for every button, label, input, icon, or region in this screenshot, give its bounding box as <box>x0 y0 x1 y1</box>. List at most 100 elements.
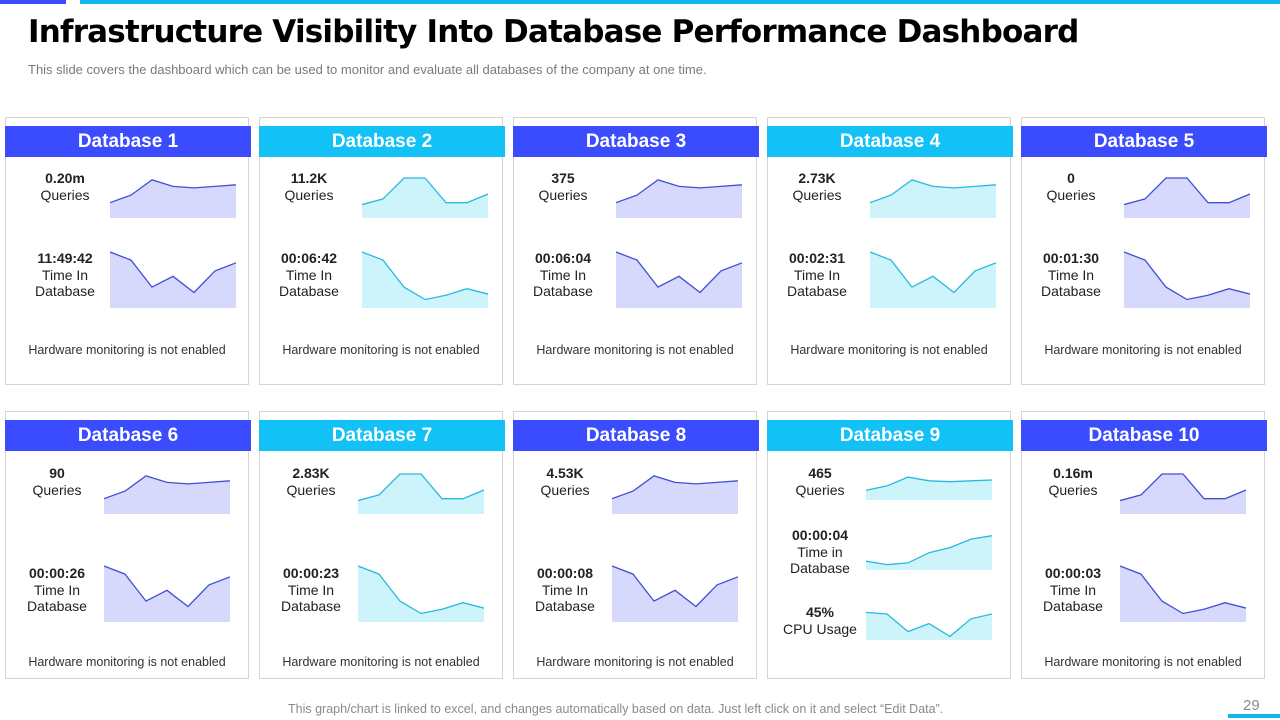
time-label-line-1: Time In <box>1049 581 1097 598</box>
card-title: Database 8 <box>513 420 759 451</box>
hardware-monitoring-note: Hardware monitoring is not enabled <box>536 343 734 357</box>
queries-metric: 465 Queries <box>775 465 865 498</box>
queries-label: Queries <box>795 481 845 498</box>
page-title: Infrastructure Visibility Into Database … <box>28 14 1079 50</box>
cpu-value: 45% <box>805 604 835 620</box>
hardware-monitoring-note: Hardware monitoring is not enabled <box>282 655 480 669</box>
time-label-line-1: Time In <box>793 266 841 283</box>
sparkline-area <box>362 252 488 308</box>
queries-metric: 375 Queries <box>518 170 608 203</box>
time-label-line-2: Database <box>790 560 850 576</box>
time-label-line-1: Time in <box>797 543 843 560</box>
queries-label: Queries <box>286 481 336 498</box>
queries-sparkline <box>866 476 992 500</box>
card-title: Database 4 <box>767 126 1013 157</box>
database-card-4[interactable]: Database 4 2.73K Queries 00:02:31 Time I… <box>767 117 1013 385</box>
card-title: Database 2 <box>259 126 505 157</box>
sparkline-line <box>358 473 484 502</box>
queries-sparkline <box>362 177 488 218</box>
time-sparkline <box>616 251 742 308</box>
hardware-monitoring-note: Hardware monitoring is not enabled <box>28 343 226 357</box>
time-sparkline <box>612 565 738 622</box>
queries-sparkline <box>110 179 236 218</box>
card-title: Database 10 <box>1021 420 1267 451</box>
sparkline-line <box>104 565 230 608</box>
time-sparkline <box>362 251 488 308</box>
time-label-line-1: Time In <box>33 581 81 598</box>
queries-label: Queries <box>32 481 82 498</box>
sparkline-area <box>1124 252 1250 308</box>
queries-label: Queries <box>792 186 842 203</box>
sparkline-area <box>870 179 996 218</box>
card-title: Database 7 <box>259 420 505 451</box>
time-value: 00:00:03 <box>1044 565 1102 581</box>
database-card-9[interactable]: Database 9 465 Queries 00:00:04 Time in … <box>767 411 1013 679</box>
card-title: Database 9 <box>767 420 1013 451</box>
sparkline-line <box>866 611 992 638</box>
time-in-database-metric: 00:00:03 Time In Database <box>1028 565 1118 615</box>
queries-value: 465 <box>808 465 832 481</box>
queries-sparkline <box>358 473 484 514</box>
queries-metric: 0.16m Queries <box>1028 465 1118 498</box>
time-label-line-1: Time In <box>539 266 587 283</box>
time-in-database-metric: 00:00:23 Time In Database <box>266 565 356 615</box>
time-value: 00:00:26 <box>28 565 86 581</box>
database-card-6[interactable]: Database 6 90 Queries 00:00:26 Time In D… <box>5 411 251 679</box>
hardware-monitoring-note: Hardware monitoring is not enabled <box>28 655 226 669</box>
time-in-database-metric: 00:00:08 Time In Database <box>520 565 610 615</box>
sparkline-area <box>110 179 236 218</box>
sparkline-area <box>612 566 738 622</box>
time-sparkline <box>1124 251 1250 308</box>
queries-label: Queries <box>538 186 588 203</box>
queries-value: 11.2K <box>290 170 328 186</box>
queries-label: Queries <box>284 186 334 203</box>
queries-value: 0.20m <box>45 170 85 186</box>
database-card-8[interactable]: Database 8 4.53K Queries 00:00:08 Time I… <box>513 411 759 679</box>
card-title: Database 1 <box>5 126 251 157</box>
sparkline-line <box>1124 251 1250 301</box>
sparkline-area <box>612 475 738 514</box>
database-card-1[interactable]: Database 1 0.20m Queries 11:49:42 Time I… <box>5 117 251 385</box>
top-accent-bar-light <box>80 0 1280 4</box>
database-card-7[interactable]: Database 7 2.83K Queries 00:00:23 Time I… <box>259 411 505 679</box>
queries-value: 90 <box>49 465 65 481</box>
sparkline-line <box>612 565 738 608</box>
sparkline-line <box>616 179 742 204</box>
sparkline-area <box>1120 474 1246 514</box>
queries-value: 375 <box>551 170 575 186</box>
time-label-line-2: Database <box>281 598 341 614</box>
time-sparkline <box>870 251 996 308</box>
queries-sparkline <box>870 179 996 218</box>
sparkline-area <box>362 178 488 218</box>
database-card-10[interactable]: Database 10 0.16m Queries 00:00:03 Time … <box>1021 411 1267 679</box>
time-in-database-metric: 11:49:42 Time In Database <box>20 250 110 300</box>
queries-metric: 2.83K Queries <box>266 465 356 498</box>
sparkline-line <box>870 251 996 294</box>
time-value: 00:01:30 <box>1042 250 1100 266</box>
time-label-line-2: Database <box>535 598 595 614</box>
time-sparkline <box>1120 565 1246 622</box>
queries-value: 2.83K <box>292 465 330 481</box>
sparkline-area <box>616 252 742 308</box>
database-card-5[interactable]: Database 5 0 Queries 00:01:30 Time In Da… <box>1021 117 1267 385</box>
time-label-line-2: Database <box>533 283 593 299</box>
queries-label: Queries <box>1048 481 1098 498</box>
hardware-monitoring-note: Hardware monitoring is not enabled <box>282 343 480 357</box>
time-value: 00:06:04 <box>534 250 592 266</box>
sparkline-line <box>870 179 996 204</box>
time-value: 00:00:08 <box>536 565 594 581</box>
time-value: 00:06:42 <box>280 250 338 266</box>
sparkline-line <box>362 251 488 301</box>
time-in-database-metric: 00:06:04 Time In Database <box>518 250 608 300</box>
time-label-line-2: Database <box>35 283 95 299</box>
queries-value: 0.16m <box>1053 465 1093 481</box>
queries-label: Queries <box>540 481 590 498</box>
time-value: 11:49:42 <box>37 250 93 266</box>
sparkline-area <box>358 566 484 622</box>
database-card-2[interactable]: Database 2 11.2K Queries 00:06:42 Time I… <box>259 117 505 385</box>
queries-metric: 2.73K Queries <box>772 170 862 203</box>
database-card-3[interactable]: Database 3 375 Queries 00:06:04 Time In … <box>513 117 759 385</box>
time-label-line-2: Database <box>787 283 847 299</box>
time-label-line-2: Database <box>1043 598 1103 614</box>
page-number-accent-bar <box>1228 714 1280 718</box>
